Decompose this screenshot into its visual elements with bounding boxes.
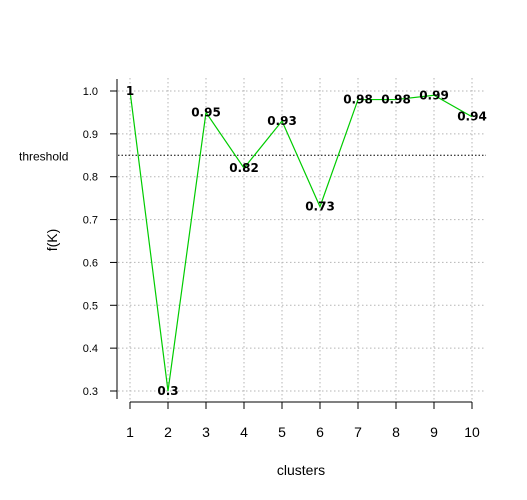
x-tick-label-7: 8 — [392, 424, 400, 440]
x-tick-label-5: 6 — [316, 424, 324, 440]
data-label-4: 0.93 — [267, 114, 297, 128]
y-tick-label-3: 0.6 — [83, 257, 98, 269]
x-tick-label-4: 5 — [278, 424, 286, 440]
series-line-0 — [129, 90, 473, 392]
x-tick-label-0: 1 — [126, 424, 134, 440]
x-tick-label-6: 7 — [354, 424, 362, 440]
y-tick-label-6: 0.9 — [83, 129, 98, 141]
y-tick-label-5: 0.8 — [83, 172, 98, 184]
y-tick-label-1: 0.4 — [83, 343, 98, 355]
y-tick-label-7: 1.0 — [83, 86, 98, 98]
data-label-2: 0.95 — [191, 105, 221, 119]
y-tick-label-4: 0.7 — [83, 215, 98, 227]
y-axis-ticks: 0.3 0.4 0.5 0.6 0.7 0.8 0.9 1.0 — [83, 86, 117, 398]
y-tick-label-0: 0.3 — [83, 386, 98, 398]
threshold: threshold — [19, 149, 486, 163]
x-tick-label-8: 9 — [430, 424, 438, 440]
x-axis-title: clusters — [277, 462, 325, 478]
data-label-0: 1 — [126, 84, 134, 98]
x-tick-label-1: 2 — [164, 424, 172, 440]
threshold-label: threshold — [19, 149, 68, 163]
data-label-3: 0.82 — [229, 161, 259, 175]
data-label-9: 0.94 — [457, 110, 487, 124]
axes — [116, 79, 472, 403]
data-label-6: 0.98 — [343, 93, 373, 107]
x-axis-ticks: 1 2 3 4 5 6 7 8 9 10 — [126, 402, 480, 440]
data-label-7: 0.98 — [381, 93, 411, 107]
data-label-8: 0.99 — [419, 88, 449, 102]
y-axis-title: f(K) — [44, 229, 60, 252]
x-tick-label-3: 4 — [240, 424, 248, 440]
data-label-5: 0.73 — [305, 200, 335, 214]
grid — [118, 78, 486, 402]
series — [129, 90, 473, 392]
x-tick-label-9: 10 — [464, 424, 480, 440]
data-labels: 1 0.3 0.95 0.82 0.93 0.73 0.98 0.98 0.99 0.94 — [126, 84, 487, 398]
data-label-1: 0.3 — [157, 384, 178, 398]
x-tick-label-2: 3 — [202, 424, 210, 440]
y-tick-label-2: 0.5 — [83, 300, 98, 312]
